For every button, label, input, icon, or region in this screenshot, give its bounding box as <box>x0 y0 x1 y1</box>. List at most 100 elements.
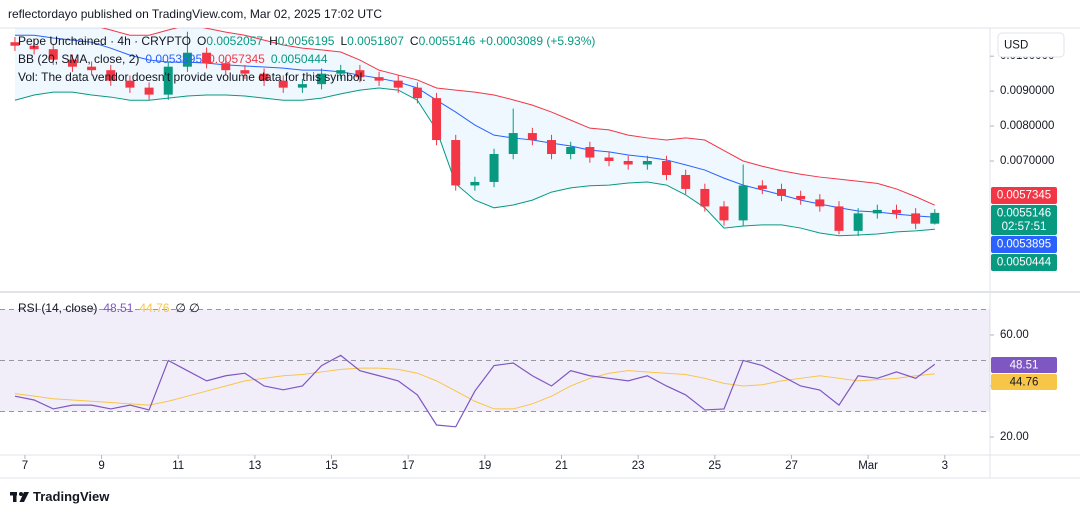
legend-item: +0.0003089 (+5.93%) <box>479 34 595 48</box>
publish-header: reflectordayo published on TradingView.c… <box>8 7 382 21</box>
candle-body <box>48 49 58 60</box>
currency: USD <box>1004 40 1028 52</box>
candle-body <box>432 98 442 141</box>
candle-body <box>681 174 691 189</box>
candle-body <box>872 209 882 214</box>
legend-item: BB (20, SMA, close, 2) <box>18 52 139 66</box>
candle-body <box>87 66 97 71</box>
candle-body <box>815 199 825 207</box>
candle-body <box>547 140 557 155</box>
x-tick-label: 7 <box>22 460 28 472</box>
rsi-tick-label: 60.00 <box>1000 329 1029 341</box>
last-price-tag-label: 0.0055146 <box>997 208 1051 220</box>
countdown: 02:57:51 <box>1002 221 1047 233</box>
legend-item: ∅ ∅ <box>175 301 199 315</box>
candle-body <box>489 154 499 182</box>
y-tick-label: 0.0070000 <box>1000 155 1054 167</box>
legend-item: 0.0050444 <box>271 52 328 66</box>
x-tick-label: 23 <box>632 460 645 472</box>
rsi-ma <box>14 367 935 410</box>
candle-body <box>10 42 20 46</box>
candle-body <box>163 66 173 95</box>
candle-body <box>527 133 537 141</box>
bb-upper <box>100 28 936 206</box>
candle-body <box>911 213 921 224</box>
legend-item: 48.51 <box>103 301 133 315</box>
candle-body <box>853 213 863 231</box>
candle-body <box>240 70 250 74</box>
bb-lower-tag <box>991 254 1057 271</box>
y-tick-label: 0.0090000 <box>1000 85 1054 97</box>
legend-item: O <box>197 34 206 48</box>
candle-body <box>604 157 614 161</box>
currency-box[interactable] <box>997 32 1065 58</box>
bb-middle-tag-label: 0.0053895 <box>997 239 1051 251</box>
candle-body <box>182 52 192 67</box>
logo <box>10 492 29 502</box>
x-tick-label: Mar <box>858 460 878 472</box>
candle-body <box>700 188 710 207</box>
legend-item: 0.0052057 <box>206 34 263 48</box>
x-tick-label: 27 <box>785 460 798 472</box>
candle-body <box>29 45 39 50</box>
legend-row: Pepe Unchained · 4h · CRYPTO O0.0052057 H0… <box>18 34 595 48</box>
x-tick-label: 13 <box>248 460 261 472</box>
candle-body <box>623 160 633 165</box>
bb-upper-tag <box>991 187 1057 204</box>
rsi-line <box>14 354 936 428</box>
rsi-tag <box>991 357 1057 373</box>
branding: TradingView <box>33 489 110 504</box>
candle-body <box>221 63 231 71</box>
candle-body <box>202 52 212 64</box>
candle-body <box>585 147 595 158</box>
candle-body <box>125 80 135 88</box>
candle-body <box>662 160 672 175</box>
candle-body <box>834 206 844 231</box>
legend-item: 0.0051807 <box>347 34 404 48</box>
legend: Pepe Unchained · 4h · CRYPTO O0.0052057 H0… <box>18 34 595 315</box>
y-tick-label: 0.0080000 <box>1000 120 1054 132</box>
price-pane <box>10 28 940 237</box>
candle-body <box>278 80 288 88</box>
legend-row: BB (20, SMA, close, 2) 0.0053895 0.0057345… <box>18 52 328 66</box>
legend-row: RSI (14, close) 48.51 44.76 ∅ ∅ <box>18 301 200 315</box>
legend-item: 0.0056195 <box>278 34 335 48</box>
legend-item: 0.0055146 <box>419 34 476 48</box>
x-tick-label: 19 <box>478 460 491 472</box>
rsi-tag-label: 48.51 <box>1010 360 1039 372</box>
rsi-ma-tag <box>991 374 1057 390</box>
candle-body <box>259 73 269 81</box>
candle-body <box>317 73 327 85</box>
candle-body <box>297 84 307 88</box>
x-tick-label: 25 <box>708 460 721 472</box>
x-tick-label: 17 <box>402 460 415 472</box>
candle-body <box>738 185 748 221</box>
legend-item: H <box>269 34 278 48</box>
candle-body <box>393 80 403 88</box>
candle-body <box>470 181 480 186</box>
x-tick-label: 9 <box>98 460 104 472</box>
axes: 0.01000000.00900000.00800000.00700007911… <box>22 50 1057 472</box>
rsi-pane <box>0 308 990 428</box>
candle-body <box>796 195 806 200</box>
rsi-ma-tag-label: 44.76 <box>1010 377 1039 389</box>
legend-item: C <box>410 34 419 48</box>
x-tick-label: 11 <box>172 460 184 472</box>
candle-body <box>336 70 346 74</box>
candle-body <box>776 188 786 196</box>
legend-item: RSI (14, close) <box>18 301 97 315</box>
candle-body <box>757 185 767 189</box>
legend-item: 44.76 <box>139 301 169 315</box>
candle-body <box>891 209 901 214</box>
candle-body <box>67 59 77 67</box>
legend-item: Pepe Unchained · 4h · CRYPTO <box>18 34 191 48</box>
x-tick-label: 21 <box>555 460 568 472</box>
legend-item: Vol: The data vendor doesn't provide vol… <box>18 70 366 84</box>
candle-body <box>412 87 422 99</box>
legend-item: L <box>340 34 347 48</box>
x-tick-label: 3 <box>942 460 948 472</box>
bb-lower-tag-label: 0.0050444 <box>997 257 1052 269</box>
candle-body <box>451 140 461 186</box>
